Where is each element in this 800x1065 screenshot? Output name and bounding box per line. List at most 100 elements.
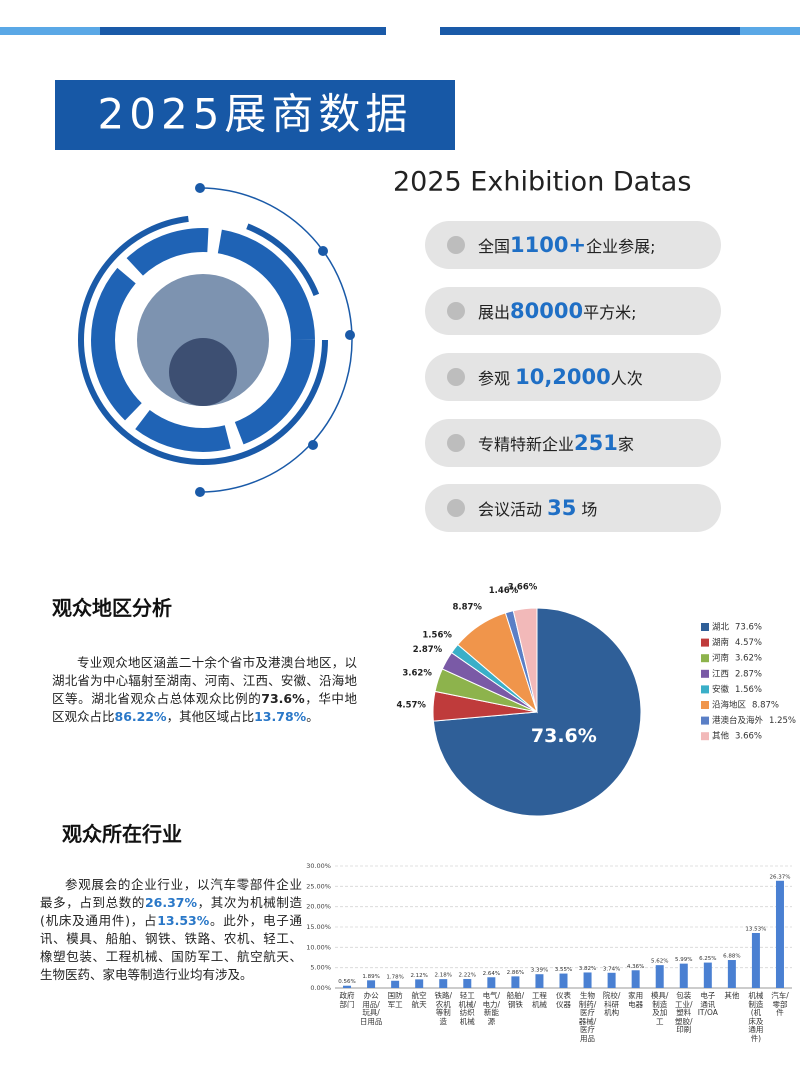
deco-ring — [78, 215, 328, 465]
stat-pill: 会议活动 35 场 — [425, 484, 721, 532]
bullet — [447, 236, 465, 254]
legend-swatch — [701, 685, 709, 694]
stat-pill: 展出 80000 平方米; — [425, 287, 721, 335]
pie-slice — [512, 607, 538, 713]
bar-value-label: 0.56% — [338, 979, 355, 985]
top-stripe — [440, 27, 740, 35]
y-tick-label: 30.00% — [306, 862, 331, 870]
legend-swatch — [701, 623, 709, 631]
bar-value-label: 3.55% — [555, 967, 572, 973]
bar — [415, 979, 424, 988]
x-tick-label: 工程 机械 — [531, 991, 547, 1009]
x-tick-label: 电气/ 电力/ 新能 源 — [482, 991, 501, 1026]
legend-value: 1.56% — [735, 685, 762, 695]
bar-value-label: 2.12% — [410, 973, 427, 979]
bar — [727, 960, 736, 988]
text-run: 86.22% — [114, 709, 167, 724]
slice-label: 3.62% — [402, 669, 432, 679]
bullet — [447, 434, 465, 452]
bar-value-label: 6.88% — [723, 954, 740, 960]
bar — [439, 979, 448, 988]
slice-label: 3.66% — [508, 582, 538, 592]
bar — [751, 932, 760, 988]
deco-dot — [345, 330, 355, 340]
legend-swatch — [701, 701, 709, 709]
y-tick-label: 15.00% — [306, 923, 331, 931]
legend-swatch — [701, 654, 709, 663]
deco-ring — [91, 228, 315, 452]
section-title: 观众地区分析 — [52, 596, 172, 620]
y-tick-label: 5.00% — [310, 964, 331, 972]
bar-value-label: 3.39% — [531, 968, 548, 974]
slice-label: 4.57% — [396, 700, 426, 710]
x-tick-label: 船舶/ 钢铁 — [506, 991, 525, 1009]
bar-value-label: 2.86% — [507, 970, 524, 976]
legend-value: 3.66% — [735, 732, 762, 742]
bar-value-label: 2.18% — [434, 973, 451, 979]
x-tick-label: 仪表 仪器 — [556, 991, 571, 1009]
legend-swatch — [701, 716, 709, 725]
bar — [583, 972, 592, 988]
x-tick-label: 机械 制造 (机 床及 通用 件) — [748, 991, 764, 1043]
bar-value-label: 2.22% — [459, 972, 476, 978]
bar-chart: 0.00% 5.00% 10.00% 15.00% 20.00% 25.00% 30.00%… — [306, 862, 792, 992]
bar — [343, 985, 352, 988]
legend-swatch — [701, 638, 709, 647]
bar — [391, 980, 400, 988]
x-tick-label: 铁路/ 农机 等制 造 — [434, 991, 452, 1026]
stat-number: 1100+ — [510, 233, 587, 257]
legend-label: 其他 — [712, 731, 730, 742]
section-paragraph: 参观展会的企业行业，以汽车零部件企业最多，占到总数的26.37%，其次为机械制造… — [40, 876, 302, 984]
slice-label: 1.46% — [489, 586, 519, 596]
bullet — [447, 499, 465, 517]
legend-value: 3.62% — [735, 654, 762, 664]
slice-label: 8.87% — [452, 603, 482, 613]
stat-prefix: 会议活动 — [478, 500, 548, 519]
stat-prefix: 全国 — [478, 237, 511, 256]
bar — [607, 972, 616, 988]
bar-value-label: 5.99% — [675, 957, 692, 963]
stat-suffix: 企业参展; — [586, 237, 656, 256]
stat-prefix: 展出 — [478, 303, 511, 322]
section-title: 观众所在行业 — [62, 822, 182, 846]
x-tick-label: 模具/ 制造 及加 工 — [650, 991, 669, 1026]
legend-value: 8.87% — [752, 701, 779, 711]
stat-prefix: 专精特新企业 — [478, 435, 575, 454]
x-tick-label: 电子 通讯 IT/OA — [697, 991, 718, 1018]
deco-dot — [308, 440, 318, 450]
legend-value: 4.57% — [735, 638, 762, 648]
text-run: ，华中地区观众占比 — [52, 691, 357, 724]
text-run: 。此外，电子通讯、模具、船舶、钢铁、铁路、农机、轻工、橡塑包装、工程机械、国防军… — [40, 913, 302, 982]
y-tick-label: 20.00% — [306, 903, 331, 911]
text-run: 13.78% — [254, 709, 307, 724]
legend-swatch — [701, 732, 709, 741]
x-tick-label: 轻工 机械/ 纺织 机械 — [458, 991, 477, 1026]
pie-chart: 73.6%4.57%3.62%2.87%1.56%8.87%1.46%3.66%… — [396, 582, 796, 817]
x-tick-label: 其他 — [724, 991, 740, 1000]
legend-value: 1.25% — [769, 716, 796, 726]
bar — [511, 976, 520, 988]
x-tick-label: 生物 制药/ 医疗 器械/ 医疗 用品 — [578, 991, 597, 1043]
stat-pill: 全国 1100+ 企业参展; — [425, 221, 721, 269]
text-run: ，其次为机械制造(机床及通用件)，占 — [40, 895, 302, 928]
bar-value-label: 13.53% — [745, 926, 766, 932]
text-run: 13.53% — [157, 913, 210, 928]
text-run: 73.6% — [261, 691, 305, 706]
page-title: 2025展商数据 — [98, 90, 413, 139]
stat-suffix: 家 — [617, 435, 634, 454]
legend-label: 安徽 — [712, 684, 730, 695]
legend-label: 河南 — [712, 653, 729, 664]
stat-suffix: 人次 — [610, 369, 643, 388]
legend-label: 港澳台及海外 — [712, 715, 764, 726]
bar-value-label: 26.37% — [769, 874, 790, 880]
bar — [535, 974, 544, 988]
x-tick-label: 航空 航天 — [411, 991, 427, 1009]
stat-number: 35 — [547, 496, 577, 520]
deco-dot — [195, 487, 205, 497]
text-run: ，其他区域占比 — [166, 709, 255, 724]
bar — [463, 978, 472, 988]
text-run: 专业观众地区涵盖二十余个省市及港澳台地区，以湖北省为中心辐射至湖南、河南、江西、… — [52, 655, 357, 706]
